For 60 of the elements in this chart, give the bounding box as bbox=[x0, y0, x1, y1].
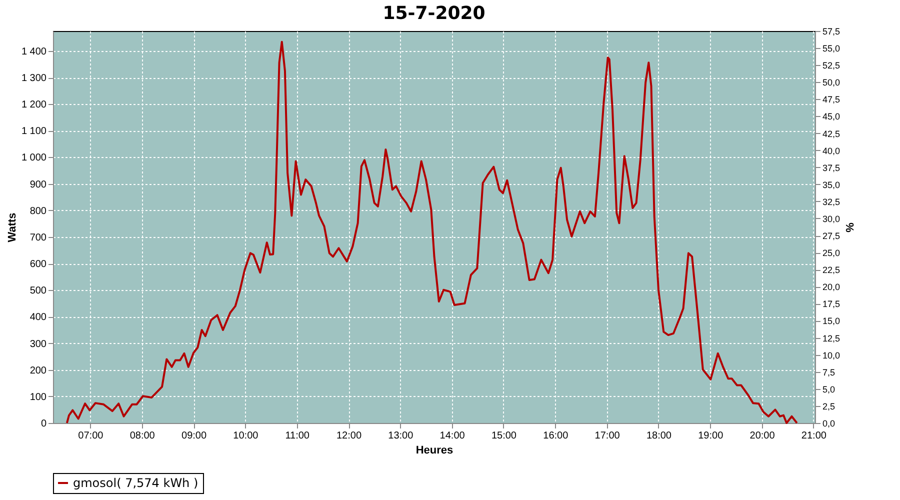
y2-tick-label: 40,0 bbox=[822, 146, 840, 156]
legend-label: gmosol( 7,574 kWh ) bbox=[73, 476, 198, 490]
y2-tick-label: 5,0 bbox=[822, 384, 836, 394]
y2-tick-label: 0,0 bbox=[822, 418, 836, 428]
y-tick-label: 400 bbox=[30, 312, 47, 324]
y2-tick-label: 32,5 bbox=[822, 196, 840, 207]
y2-tick-label: 7,5 bbox=[822, 367, 836, 378]
x-tick-label: 17:00 bbox=[594, 430, 620, 442]
x-axis-title: Heures bbox=[416, 444, 454, 456]
x-tick-label: 10:00 bbox=[233, 430, 259, 442]
y2-tick-label: 35,0 bbox=[822, 180, 840, 190]
y-tick-label: 100 bbox=[30, 392, 47, 403]
x-tick-label: 12:00 bbox=[336, 430, 362, 442]
y-tick-label: 1 100 bbox=[21, 126, 47, 138]
x-tick-label: 08:00 bbox=[130, 430, 156, 442]
y2-tick-label: 50,0 bbox=[822, 78, 840, 88]
x-tick-label: 13:00 bbox=[388, 430, 414, 442]
y-tick-label: 600 bbox=[30, 259, 47, 270]
x-tick-label: 09:00 bbox=[182, 430, 207, 442]
y-tick-label: 900 bbox=[30, 179, 47, 190]
y2-tick-label: 52,5 bbox=[822, 60, 840, 71]
y2-tick-label: 10,0 bbox=[822, 350, 840, 360]
x-tick-label: 07:00 bbox=[78, 430, 104, 442]
y-axis-title: Watts bbox=[6, 212, 18, 242]
chart-title: 15-7-2020 bbox=[382, 3, 486, 24]
y2-tick-label: 30,0 bbox=[822, 214, 840, 224]
y2-axis-title: % bbox=[843, 222, 856, 233]
y2-tick-label: 57,5 bbox=[822, 26, 840, 36]
y-tick-label: 1 400 bbox=[21, 46, 47, 58]
x-tick-label: 18:00 bbox=[646, 430, 672, 442]
y-tick-label: 300 bbox=[30, 338, 47, 350]
y2-tick-label: 27,5 bbox=[822, 231, 840, 242]
y2-tick-label: 47,5 bbox=[822, 94, 840, 105]
y2-tick-label: 12,5 bbox=[822, 333, 840, 344]
y-tick-label: 200 bbox=[30, 365, 47, 376]
y2-tick-label: 17,5 bbox=[822, 299, 840, 310]
y-tick-label: 800 bbox=[30, 206, 47, 217]
x-tick-label: 14:00 bbox=[440, 430, 466, 442]
y2-tick-label: 15,0 bbox=[822, 316, 840, 326]
y2-tick-label: 45,0 bbox=[822, 112, 840, 122]
x-tick-label: 16:00 bbox=[543, 430, 569, 442]
y-tick-label: 0 bbox=[40, 418, 47, 430]
y2-tick-label: 42,5 bbox=[822, 128, 840, 139]
y-tick-label: 1 200 bbox=[21, 100, 47, 111]
y-tick-label: 1 000 bbox=[21, 152, 47, 164]
y-tick-label: 1 300 bbox=[21, 73, 47, 84]
line-series bbox=[66, 40, 798, 424]
y2-tick-label: 2,5 bbox=[822, 401, 836, 412]
y-tick-label: 500 bbox=[30, 286, 47, 297]
y2-tick-label: 20,0 bbox=[822, 282, 840, 292]
y-tick-label: 700 bbox=[30, 232, 47, 244]
y2-tick-label: 55,0 bbox=[822, 44, 840, 54]
x-tick-label: 19:00 bbox=[698, 430, 724, 442]
x-tick-label: 15:00 bbox=[491, 430, 517, 442]
x-tick-label: 20:00 bbox=[750, 430, 776, 442]
x-tick-label: 21:00 bbox=[801, 430, 827, 442]
x-tick-label: 11:00 bbox=[285, 430, 310, 442]
y2-tick-label: 22,5 bbox=[822, 265, 840, 276]
y2-tick-label: 37,5 bbox=[822, 162, 840, 173]
y2-tick-label: 25,0 bbox=[822, 248, 840, 258]
